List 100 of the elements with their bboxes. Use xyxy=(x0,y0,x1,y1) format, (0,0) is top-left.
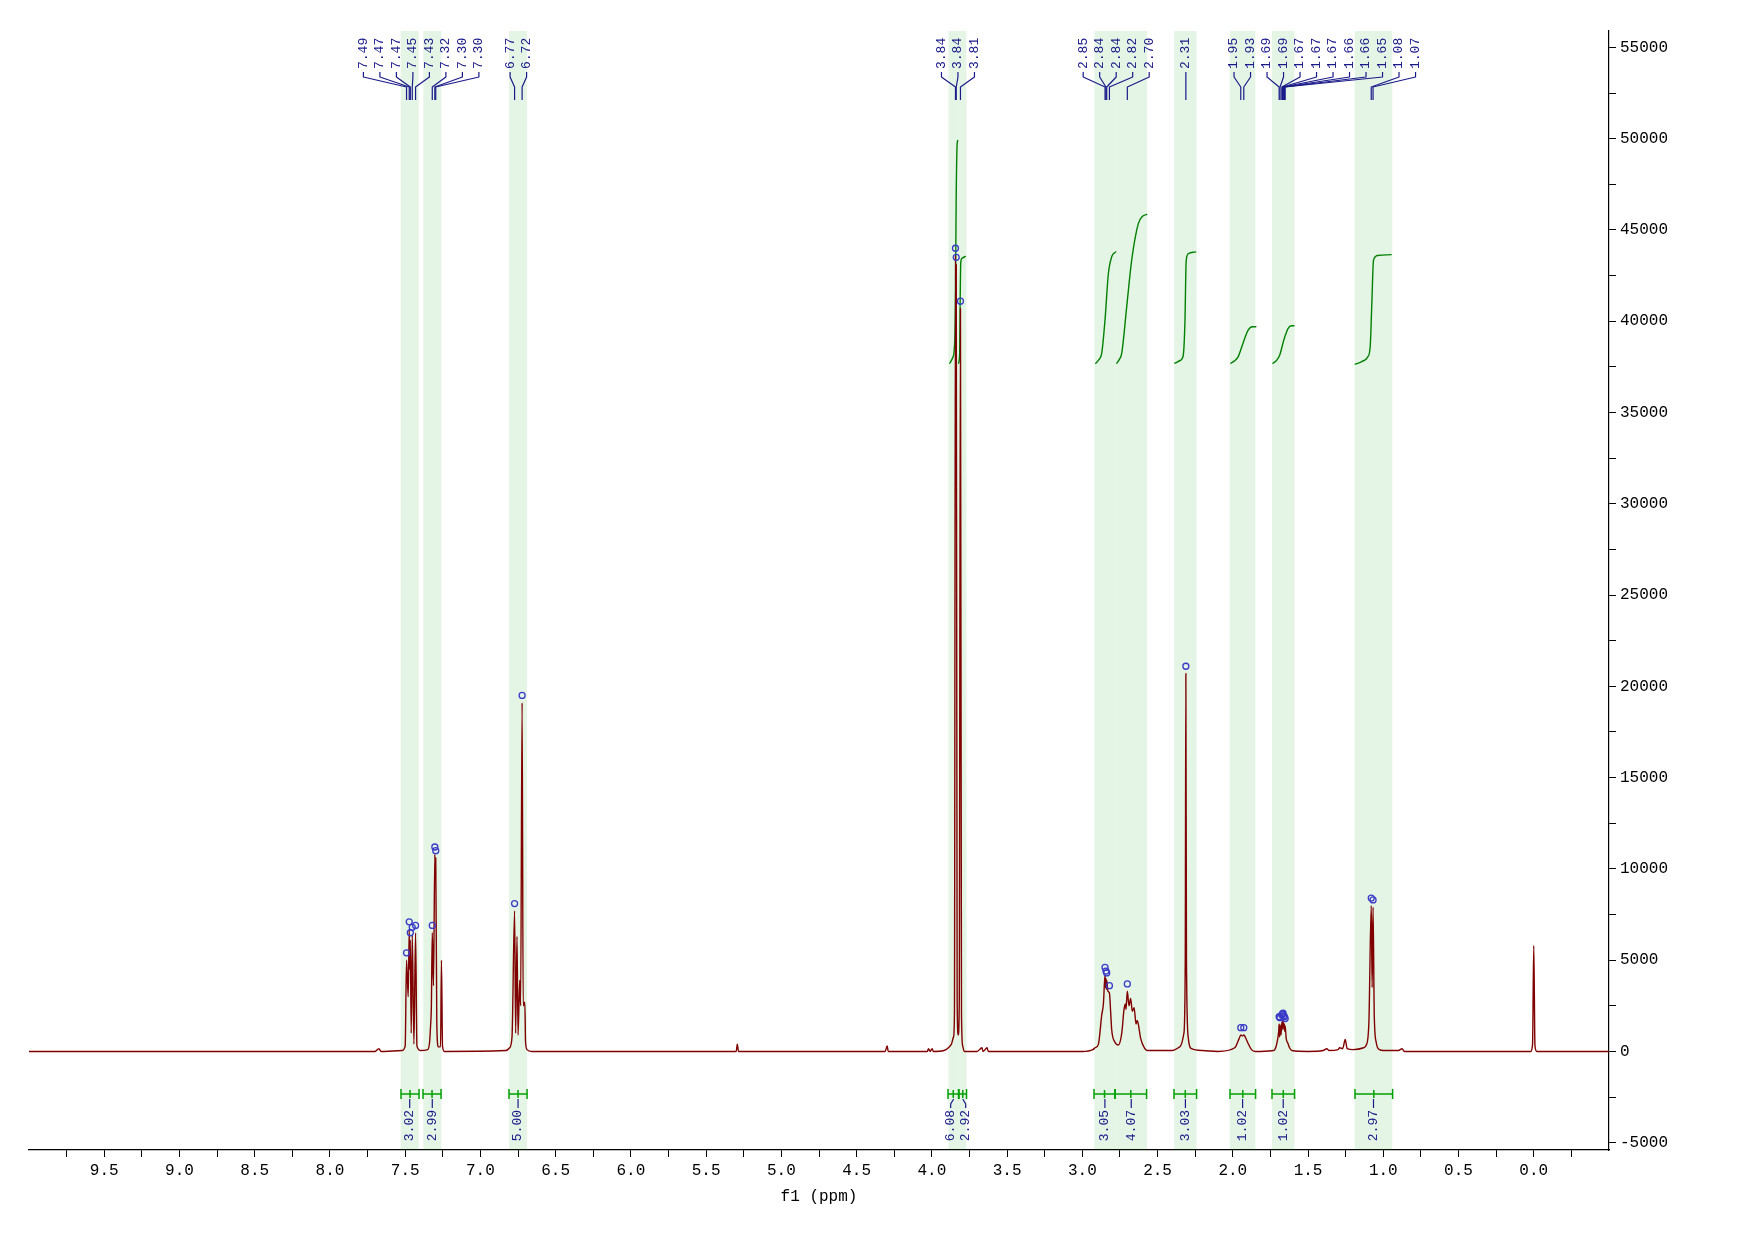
point xyxy=(1182,662,1190,670)
annotation: 7.30 xyxy=(454,37,470,69)
annotation: 7.47 xyxy=(388,37,404,69)
line-series xyxy=(1116,213,1148,364)
annotation: 1.67 xyxy=(1292,37,1308,69)
y-tick-label: 5000 xyxy=(1620,951,1659,970)
point xyxy=(402,949,411,957)
x-tick-label: 7.0 xyxy=(466,1161,495,1180)
band-label: 2.99 xyxy=(424,1110,440,1142)
x-tick-label: 4.5 xyxy=(842,1161,872,1180)
y-tick-label: -5000 xyxy=(1620,1133,1669,1152)
point xyxy=(405,918,413,926)
annotation: 1.08 xyxy=(1391,37,1407,69)
x-tick-label: 6.5 xyxy=(541,1161,571,1180)
x-tick-label: 9.0 xyxy=(165,1161,194,1180)
annotation: 3.84 xyxy=(950,37,966,69)
y-tick-label: 50000 xyxy=(1620,129,1669,148)
line-series xyxy=(29,254,1609,1053)
annotation: 3.81 xyxy=(966,37,982,69)
x-tick-label: 1.0 xyxy=(1368,1161,1398,1180)
annotation: 2.82 xyxy=(1125,37,1141,69)
annotation: 2.85 xyxy=(1075,37,1091,69)
annotation: 1.65 xyxy=(1374,37,1390,69)
band-label: 6.08 xyxy=(943,1110,959,1142)
point xyxy=(432,846,440,855)
annotation: 1.66 xyxy=(1341,37,1357,69)
line-series xyxy=(1354,253,1392,365)
annotation: 7.45 xyxy=(405,37,421,69)
band-label: 3.02 xyxy=(402,1110,418,1142)
x-tick-label: 5.5 xyxy=(691,1161,721,1180)
point xyxy=(952,253,960,262)
point xyxy=(518,691,526,700)
x-tick-label: 2.5 xyxy=(1143,1161,1172,1180)
x-tick-label: 8.5 xyxy=(240,1161,270,1180)
point xyxy=(431,843,439,851)
line-series xyxy=(1174,251,1197,364)
y-tick-label: 20000 xyxy=(1620,677,1669,696)
annotation: 7.30 xyxy=(471,37,487,69)
y-tick-label: 55000 xyxy=(1620,38,1669,57)
annotation: 1.69 xyxy=(1275,37,1291,69)
band-label: 3.05 xyxy=(1097,1110,1113,1142)
y-tick-label: 30000 xyxy=(1620,495,1669,514)
y-tick-label: 35000 xyxy=(1620,403,1669,422)
annotation: 1.07 xyxy=(1407,37,1423,69)
band-label: 2.92 xyxy=(958,1110,974,1142)
point xyxy=(411,921,420,930)
point xyxy=(1123,980,1131,988)
x-tick-label: 0.5 xyxy=(1444,1161,1473,1180)
annotation: 3.84 xyxy=(933,37,949,69)
point xyxy=(428,921,436,930)
y-tick-label: 15000 xyxy=(1620,768,1669,787)
annotation: 1.69 xyxy=(1259,37,1275,69)
x-tick-label: 2.0 xyxy=(1218,1161,1248,1180)
band-label: 2.97 xyxy=(1365,1110,1381,1142)
point xyxy=(1240,1024,1248,1032)
annotation: 2.70 xyxy=(1141,37,1157,69)
x-tick-label: 6.0 xyxy=(616,1161,646,1180)
annotation: 7.49 xyxy=(355,37,371,69)
x-tick-label: 8.0 xyxy=(315,1161,345,1180)
y-tick-label: 10000 xyxy=(1620,860,1669,879)
band-label: 3.03 xyxy=(1177,1110,1193,1142)
line-series xyxy=(1272,325,1295,364)
band-label: 1.02 xyxy=(1275,1110,1291,1142)
x-tick-label: 3.5 xyxy=(992,1161,1022,1180)
point xyxy=(951,244,960,252)
annotation: 7.43 xyxy=(421,37,437,69)
x-tick-label: 7.5 xyxy=(390,1161,420,1180)
y-tick-label: 0 xyxy=(1620,1042,1630,1061)
line-series xyxy=(1230,326,1257,364)
x-tick-label: 3.0 xyxy=(1067,1161,1097,1180)
y-tick-label: 45000 xyxy=(1620,221,1669,240)
annotation: 2.31 xyxy=(1178,37,1194,69)
point xyxy=(956,297,965,305)
x-axis-title: f1 (ppm) xyxy=(780,1187,858,1206)
annotation: 2.84 xyxy=(1108,37,1124,69)
annotation: 1.67 xyxy=(1308,37,1324,69)
annotation: 1.67 xyxy=(1325,37,1341,69)
x-tick-label: 9.5 xyxy=(89,1161,119,1180)
x-tick-label: 0.0 xyxy=(1519,1161,1549,1180)
band-label: 1.02 xyxy=(1235,1110,1251,1142)
point xyxy=(510,899,519,908)
y-tick-label: 40000 xyxy=(1620,312,1669,331)
annotation: 1.66 xyxy=(1358,37,1374,69)
x-tick-label: 4.0 xyxy=(917,1161,947,1180)
point xyxy=(1101,963,1109,972)
annotation: 1.93 xyxy=(1242,37,1258,69)
annotation: 6.77 xyxy=(502,37,518,69)
annotation: 1.95 xyxy=(1226,37,1242,69)
point xyxy=(1237,1024,1245,1032)
annotation: 7.47 xyxy=(372,37,388,69)
point xyxy=(406,929,414,937)
annotation: 6.72 xyxy=(519,37,535,69)
annotation: 2.84 xyxy=(1092,37,1108,69)
x-tick-label: 5.0 xyxy=(766,1161,796,1180)
band-label: 5.00 xyxy=(510,1110,526,1142)
y-tick-label: 25000 xyxy=(1620,586,1669,605)
annotation: 7.32 xyxy=(438,37,454,69)
point xyxy=(408,923,416,931)
x-tick-label: 1.5 xyxy=(1293,1161,1323,1180)
line-series xyxy=(1095,251,1117,364)
